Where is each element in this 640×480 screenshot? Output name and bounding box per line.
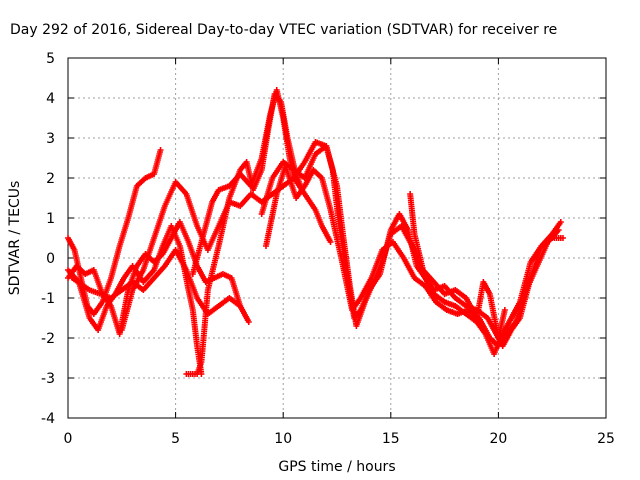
y-tick-label: 1 <box>46 211 55 227</box>
chart-title: Day 292 of 2016, Sidereal Day-to-day VTE… <box>10 22 557 38</box>
series-5 <box>118 175 334 333</box>
y-tick-label: 2 <box>46 171 55 187</box>
y-tick-label: -4 <box>41 411 55 427</box>
series-8 <box>258 143 566 357</box>
data-point <box>245 319 252 325</box>
x-tick-label: 25 <box>597 431 615 447</box>
x-tick-label: 10 <box>274 431 292 447</box>
data-point <box>555 227 562 233</box>
series-9 <box>262 163 562 349</box>
y-tick-label: -2 <box>41 331 55 347</box>
y-tick-label: -1 <box>41 291 55 307</box>
axis-ticks: 0 5 10 15 20 25 -4 -3 -2 -1 0 1 2 3 4 5 <box>41 51 615 447</box>
series-3 <box>65 223 205 377</box>
x-tick-label: 0 <box>64 431 73 447</box>
data-point <box>501 307 508 313</box>
y-tick-label: 4 <box>46 91 55 107</box>
y-tick-label: 0 <box>46 251 55 267</box>
x-axis-label: GPS time / hours <box>278 459 395 475</box>
y-axis-label: SDTVAR / TECUs <box>7 181 23 296</box>
y-tick-label: 5 <box>46 51 55 67</box>
x-tick-label: 5 <box>171 431 180 447</box>
data-point <box>327 239 334 245</box>
x-tick-label: 15 <box>382 431 400 447</box>
data-point <box>557 219 564 225</box>
y-tick-label: -3 <box>41 371 55 387</box>
data-series <box>65 87 566 377</box>
series-10 <box>407 191 508 341</box>
y-tick-label: 3 <box>46 131 55 147</box>
data-point <box>237 303 244 309</box>
x-tick-label: 20 <box>489 431 507 447</box>
data-point <box>157 147 164 153</box>
data-point <box>559 235 566 241</box>
